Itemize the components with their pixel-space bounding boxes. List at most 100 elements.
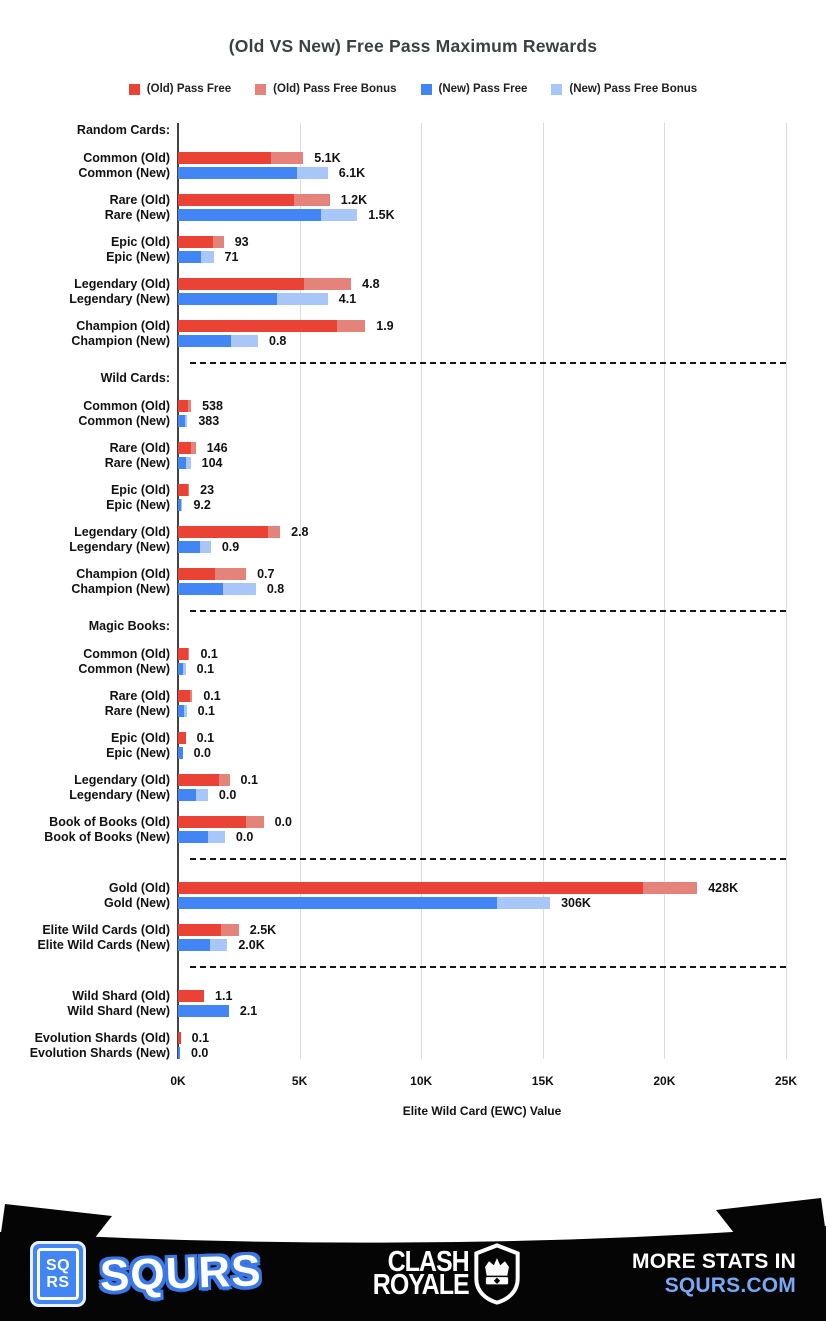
bar-row: Epic (Old) 93 (0, 235, 826, 249)
legend-item-old-pass-free: (Old) Pass Free (128, 83, 232, 95)
bar-base-segment (178, 648, 189, 660)
bar-bonus-segment (267, 526, 281, 538)
clash-royale-logo: CLASH ROYALE (373, 1242, 521, 1305)
bar-row: Champion (Old) 1.9 (0, 319, 826, 333)
value-label: 0.0 (193, 746, 211, 760)
bar-bonus-segment (276, 293, 328, 305)
bar-base-segment (178, 1032, 181, 1044)
bar (178, 1047, 180, 1059)
bar (178, 194, 330, 206)
bar-row: Epic (New) 9.2 (0, 498, 826, 512)
bar-row: Legendary (New) 0.9 (0, 540, 826, 554)
row-label: Rare (Old) (109, 441, 170, 455)
bar-base-segment (178, 568, 215, 580)
chart-section: Wild Shard (Old) 1.1 Wild Shard (New) 2.1 Ev… (0, 975, 826, 1060)
chart-section: Wild Cards: Common (Old) 538 Common (New) 38… (0, 371, 826, 596)
bar (178, 335, 258, 347)
value-label: 1.1 (215, 989, 233, 1003)
legend-swatch-old-pass-free-bonus (255, 83, 267, 95)
bar-row: Epic (Old) 0.1 (0, 731, 826, 745)
bar-bonus-segment (642, 882, 698, 894)
bar (178, 400, 192, 412)
bar-base-segment (178, 774, 219, 786)
bar-row: Evolution Shards (Old) 0.1 (0, 1031, 826, 1045)
bar-row: Rare (Old) 1.2K (0, 193, 826, 207)
bar-row: Wild Shard (New) 2.1 (0, 1004, 826, 1018)
row-label: Book of Books (Old) (49, 815, 170, 829)
sqrs-brand: SQ RS SQURS (30, 1240, 262, 1307)
value-label: 93 (234, 235, 249, 249)
bar-bonus-segment (296, 167, 328, 179)
bar-pair: Champion (Old) 1.9 Champion (New) 0.8 (0, 319, 826, 348)
bar (178, 293, 328, 305)
row-label: Legendary (Old) (74, 277, 170, 291)
bar-row: Common (Old) 5.1K (0, 151, 826, 165)
x-tick-label: 25K (774, 1074, 798, 1088)
bar-bonus-segment (212, 236, 224, 248)
bar-base-segment (178, 924, 221, 936)
bar-base-segment (178, 278, 304, 290)
value-label: 0.7 (257, 567, 275, 581)
bar-pair: Epic (Old) 93 Epic (New) 71 (0, 235, 826, 264)
bar (178, 484, 190, 496)
row-label: Rare (Old) (109, 193, 170, 207)
sqrs-badge-icon: SQ RS (30, 1240, 86, 1307)
bar-bonus-segment (337, 320, 366, 332)
section-separator (190, 966, 786, 968)
bar-row: Book of Books (Old) 0.0 (0, 815, 826, 829)
more-stats-text: MORE STATS IN (632, 1249, 796, 1273)
bar-base-segment (178, 526, 268, 538)
bar (178, 789, 208, 801)
row-label: Elite Wild Cards (New) (37, 938, 170, 952)
bar-row: Legendary (Old) 2.8 (0, 525, 826, 539)
bar (178, 320, 366, 332)
bar-row: Epic (Old) 23 (0, 483, 826, 497)
legend-label: (Old) Pass Free (146, 83, 232, 95)
value-label: 4.1 (338, 292, 357, 306)
row-label: Elite Wild Cards (Old) (42, 923, 170, 937)
bar (178, 1005, 229, 1017)
bar-bonus-segment (496, 897, 551, 909)
value-label: 0.1 (203, 689, 221, 703)
bar (178, 167, 328, 179)
bar-row: Elite Wild Cards (New) 2.0K (0, 938, 826, 952)
bar-bonus-segment (199, 541, 211, 553)
squrs-com-text: SQURS.COM (664, 1273, 796, 1297)
gridline (299, 123, 301, 1059)
value-label: 2.0K (238, 938, 265, 952)
value-label: 428K (708, 881, 739, 895)
row-label: Common (Old) (83, 647, 170, 661)
bar-chart: Random Cards: Common (Old) 5.1K Common (New… (0, 123, 826, 1118)
value-label: 0.1 (197, 704, 216, 718)
bar-bonus-segment (207, 831, 225, 843)
footer-banner: SQ RS SQURS CLASH ROYALE MORE STATS IN S… (0, 1196, 826, 1321)
bar (178, 415, 188, 427)
section-separator (190, 362, 786, 364)
bar (178, 251, 214, 263)
value-label: 1.2K (340, 193, 368, 207)
legend-swatch-new-pass-free (420, 83, 432, 95)
bar (178, 568, 247, 580)
value-label: 23 (200, 483, 215, 497)
section-header: Magic Books: (88, 619, 170, 633)
value-label: 0.0 (235, 830, 254, 844)
bar-row: Gold (Old) 428K (0, 881, 826, 895)
bar-pair: Common (Old) 538 Common (New) 383 (0, 399, 826, 428)
bar-base-segment (178, 1005, 229, 1017)
bar-base-segment (178, 457, 187, 469)
section-separator (190, 858, 786, 860)
bar (178, 278, 352, 290)
bar (178, 939, 228, 951)
legend-item-new-pass-free: (New) Pass Free (420, 83, 527, 95)
bar (178, 1032, 181, 1044)
bar-row: Rare (New) 104 (0, 456, 826, 470)
bar-row: Rare (Old) 146 (0, 441, 826, 455)
bar-row: Book of Books (New) 0.0 (0, 830, 826, 844)
bar-base-segment (178, 705, 185, 717)
row-label: Champion (New) (71, 582, 170, 596)
bar (178, 648, 190, 660)
clash-royale-line1: CLASH (387, 1245, 470, 1278)
bar (178, 732, 186, 744)
bar-base-segment (178, 293, 277, 305)
row-label: Common (Old) (83, 399, 170, 413)
